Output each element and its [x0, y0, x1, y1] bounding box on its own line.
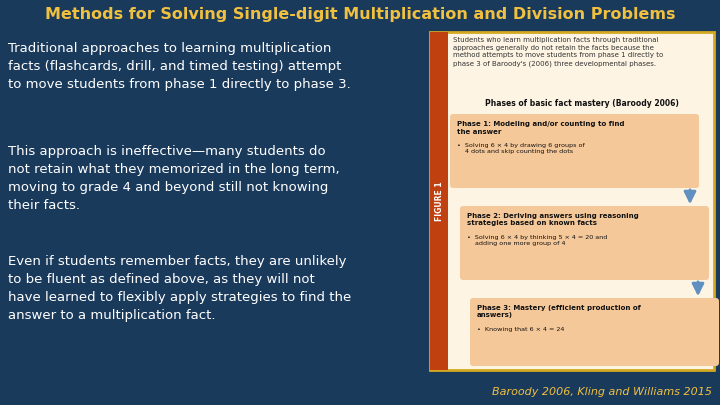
FancyBboxPatch shape [450, 114, 699, 188]
Text: •  Knowing that 6 × 4 = 24: • Knowing that 6 × 4 = 24 [477, 327, 564, 332]
Text: Phase 2: Deriving answers using reasoning
strategies based on known facts: Phase 2: Deriving answers using reasonin… [467, 213, 639, 226]
Text: Baroody 2006, Kling and Williams 2015: Baroody 2006, Kling and Williams 2015 [492, 387, 712, 397]
FancyBboxPatch shape [470, 298, 719, 366]
Text: Phase 1: Modeling and/or counting to find
the answer: Phase 1: Modeling and/or counting to fin… [457, 121, 624, 134]
FancyBboxPatch shape [430, 32, 714, 370]
Text: Phase 3: Mastery (efficient production of
answers): Phase 3: Mastery (efficient production o… [477, 305, 641, 318]
Text: •  Solving 6 × 4 by drawing 6 groups of
    4 dots and skip counting the dots: • Solving 6 × 4 by drawing 6 groups of 4… [457, 143, 585, 154]
FancyBboxPatch shape [430, 32, 448, 370]
Text: •  Solving 6 × 4 by thinking 5 × 4 = 20 and
    adding one more group of 4: • Solving 6 × 4 by thinking 5 × 4 = 20 a… [467, 235, 608, 246]
Text: Students who learn multiplication facts through traditional
approaches generally: Students who learn multiplication facts … [453, 37, 663, 67]
Text: Phases of basic fact mastery (Baroody 2006): Phases of basic fact mastery (Baroody 20… [485, 99, 678, 108]
Text: Even if students remember facts, they are unlikely
to be fluent as defined above: Even if students remember facts, they ar… [8, 255, 351, 322]
FancyBboxPatch shape [0, 0, 720, 30]
Text: Methods for Solving Single-digit Multiplication and Division Problems: Methods for Solving Single-digit Multipl… [45, 8, 675, 23]
Text: FIGURE 1: FIGURE 1 [434, 181, 444, 221]
FancyBboxPatch shape [460, 206, 709, 280]
Text: Traditional approaches to learning multiplication
facts (flashcards, drill, and : Traditional approaches to learning multi… [8, 42, 351, 91]
Text: This approach is ineffective—many students do
not retain what they memorized in : This approach is ineffective—many studen… [8, 145, 340, 212]
